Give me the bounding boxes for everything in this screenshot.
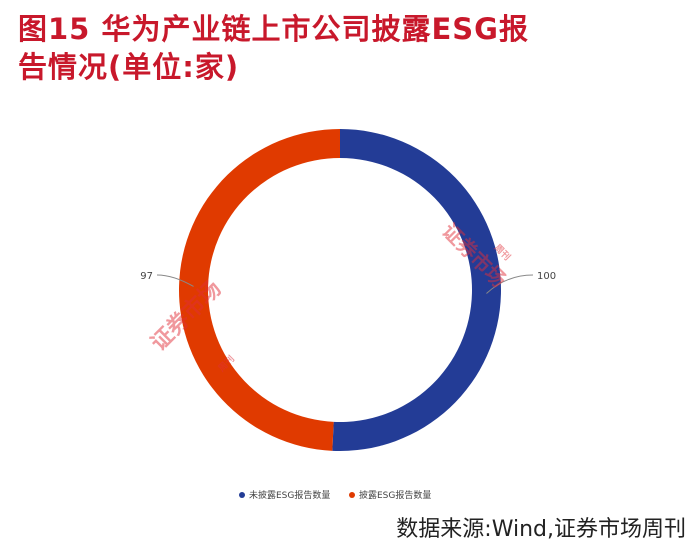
data-label-1: 100 bbox=[537, 271, 556, 282]
donut-slice-2 bbox=[178, 129, 340, 451]
title-line-1: 图15 华为产业链上市公司披露ESG报 bbox=[18, 12, 529, 46]
legend-marker-2 bbox=[349, 492, 355, 498]
leader-line-2 bbox=[156, 274, 194, 287]
data-labels: 100 97 bbox=[140, 271, 556, 294]
legend-label-2: 披露ESG报告数量 bbox=[359, 489, 431, 501]
donut-slice-1 bbox=[332, 129, 501, 451]
donut-slices bbox=[178, 129, 501, 451]
leader-line-1 bbox=[486, 274, 534, 294]
legend: 未披露ESG报告数量 披露ESG报告数量 bbox=[239, 489, 431, 501]
data-label-2: 97 bbox=[140, 271, 153, 282]
legend-label-1: 未披露ESG报告数量 bbox=[249, 489, 330, 501]
source-note: 数据来源:Wind,证券市场周刊 bbox=[396, 517, 686, 542]
chart-title: 图15 华为产业链上市公司披露ESG报 告情况(单位:家) bbox=[18, 10, 693, 86]
title-line-2: 告情况(单位:家) bbox=[18, 50, 240, 84]
legend-marker-1 bbox=[239, 492, 245, 498]
